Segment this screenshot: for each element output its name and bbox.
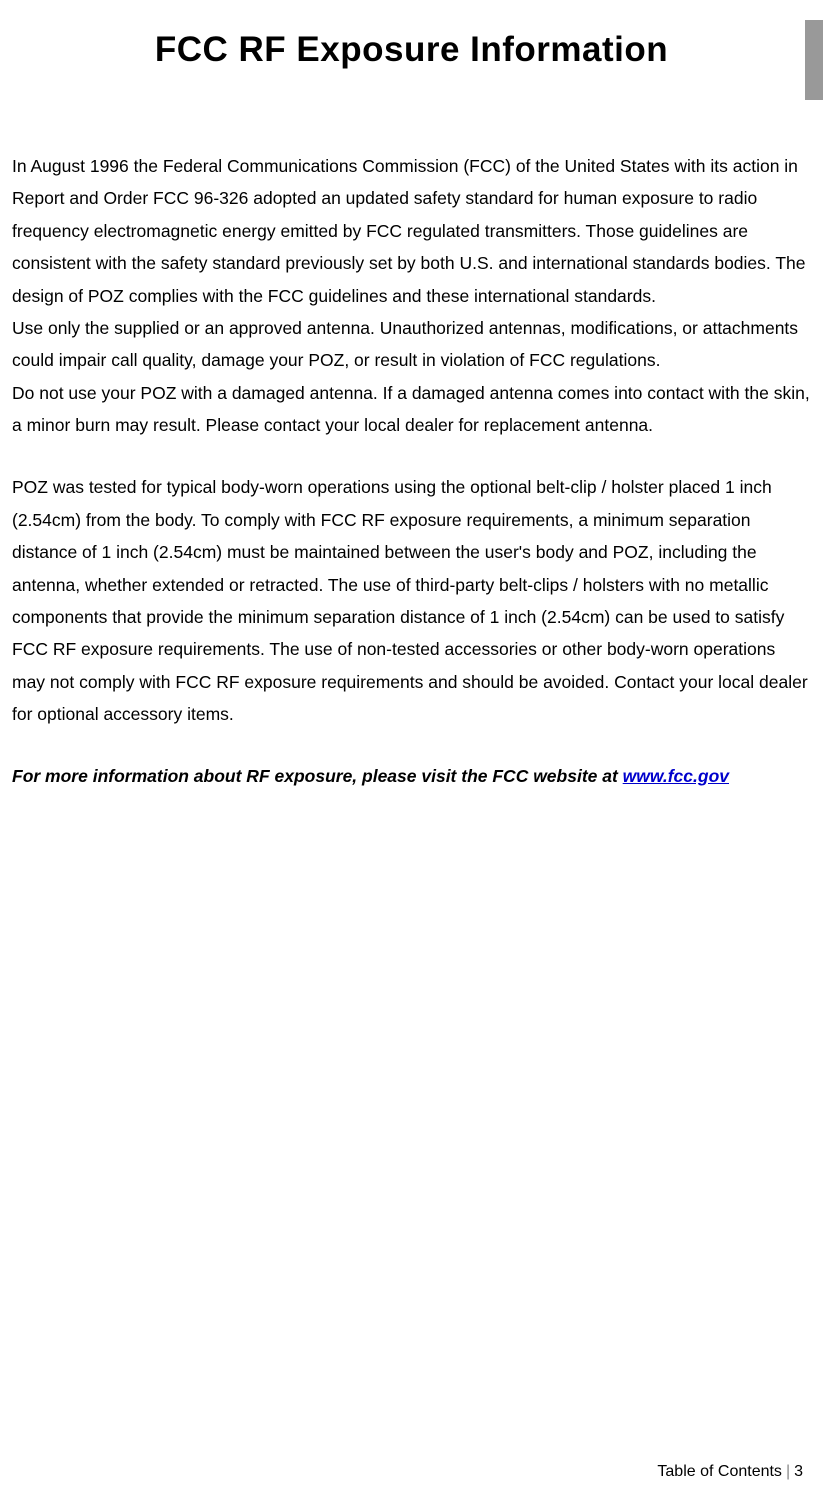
paragraph-1: In August 1996 the Federal Communication… — [12, 150, 811, 312]
paragraph-3: Do not use your POZ with a damaged anten… — [12, 377, 811, 442]
paragraph-2: Use only the supplied or an approved ant… — [12, 312, 811, 377]
paragraph-4: POZ was tested for typical body-worn ope… — [12, 471, 811, 730]
footer-separator: | — [786, 1463, 790, 1480]
page-title: FCC RF Exposure Information — [12, 30, 811, 70]
paragraph-gap — [12, 441, 811, 471]
more-info-text: For more information about RF exposure, … — [12, 766, 623, 786]
footer-label: Table of Contents — [657, 1463, 782, 1480]
more-info-line: For more information about RF exposure, … — [12, 760, 811, 792]
fcc-link[interactable]: www.fcc.gov — [623, 766, 729, 786]
footer-page-number: 3 — [794, 1463, 803, 1480]
page-footer: Table of Contents|3 — [657, 1463, 803, 1481]
page-tab-marker — [805, 20, 823, 100]
page-content: FCC RF Exposure Information In August 19… — [0, 0, 823, 793]
paragraph-gap-2 — [12, 730, 811, 760]
